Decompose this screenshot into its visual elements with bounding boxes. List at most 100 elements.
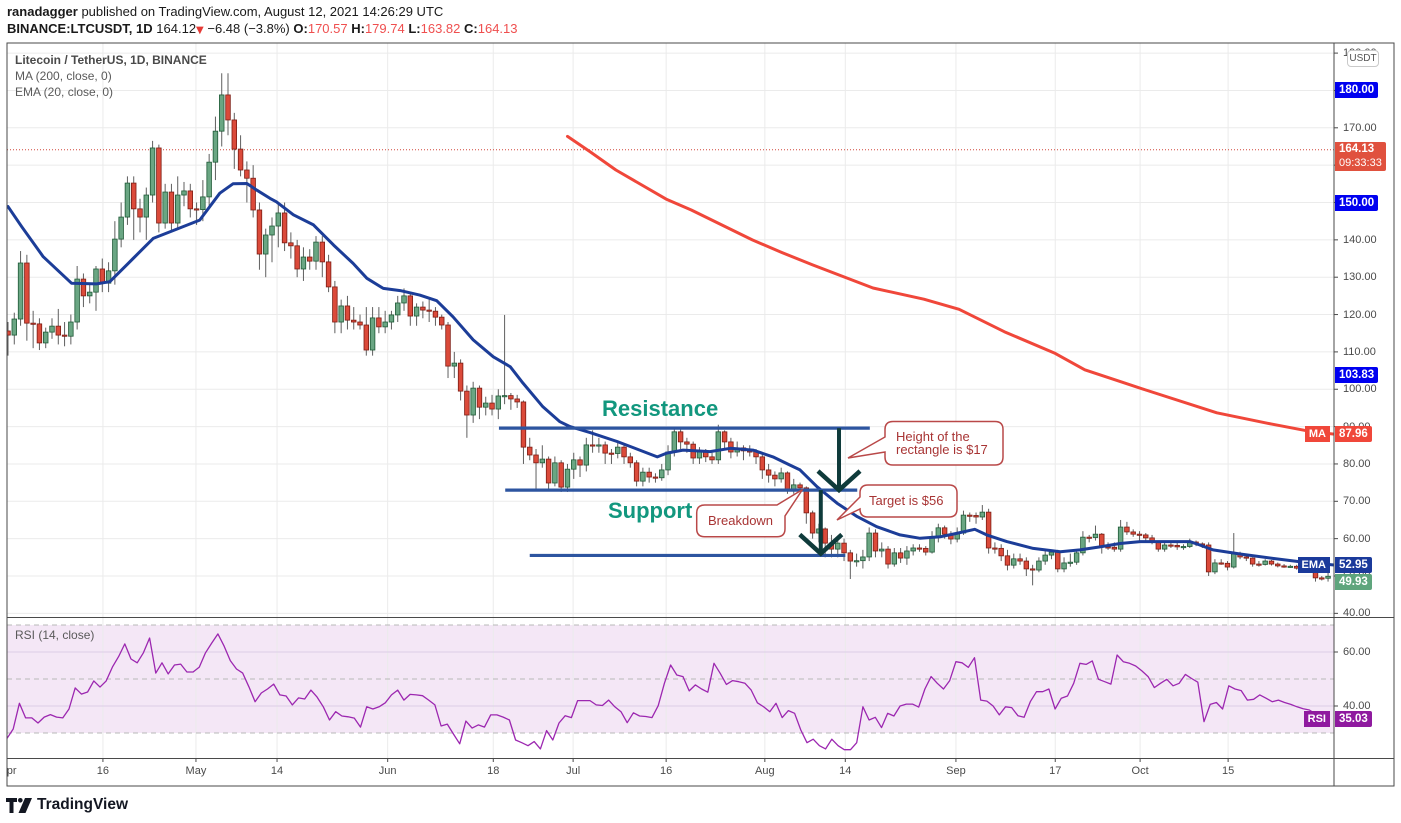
candle xyxy=(307,249,313,270)
candle xyxy=(206,153,212,207)
candle xyxy=(627,452,634,468)
candle xyxy=(99,258,105,293)
time-axis[interactable]: Apr 16 May 14 Jun 18 Jul 16 Aug 14 Sep 17 Oct 15 xyxy=(7,759,1334,786)
candle-body xyxy=(552,462,558,484)
price-marker-ema: 52.95 xyxy=(1335,556,1372,573)
candle-body xyxy=(1067,561,1074,564)
candle-body xyxy=(489,402,495,410)
currency-badge[interactable]: USDT xyxy=(1347,50,1379,67)
candle xyxy=(143,187,149,240)
candle-body xyxy=(464,390,470,416)
candle-body xyxy=(332,286,338,323)
tradingview-logo-icon xyxy=(6,797,32,813)
candle xyxy=(319,236,325,278)
time-axis-label: Oct xyxy=(1131,765,1149,777)
candle-body xyxy=(1092,533,1099,538)
candle-body xyxy=(319,241,325,263)
candle-body xyxy=(288,242,294,247)
candle-body xyxy=(237,148,244,171)
candle xyxy=(929,531,935,554)
candle-body xyxy=(24,262,30,324)
candle-body xyxy=(501,395,508,398)
candle-body xyxy=(1029,568,1036,571)
candle xyxy=(998,544,1004,562)
candle-body xyxy=(809,512,816,534)
candle xyxy=(853,553,860,567)
candle xyxy=(640,467,646,487)
candle-body xyxy=(1281,565,1287,568)
candle xyxy=(300,247,307,281)
price-axis-label: 60.00 xyxy=(1343,532,1371,545)
candle xyxy=(1130,529,1136,537)
candle-body xyxy=(998,547,1004,557)
candle xyxy=(1249,557,1256,567)
candle xyxy=(967,512,973,522)
open-value: 170.57 xyxy=(307,21,348,36)
candle xyxy=(715,424,722,464)
candle xyxy=(1256,561,1262,567)
ma200-line xyxy=(566,134,1334,436)
candle-body xyxy=(457,362,464,392)
candle-body xyxy=(1224,562,1231,568)
candle-body xyxy=(344,305,351,321)
rsi-background xyxy=(7,625,1334,733)
candle xyxy=(872,529,879,558)
candle-body xyxy=(300,256,307,270)
candle xyxy=(426,299,432,323)
candle xyxy=(464,385,470,438)
candle-body xyxy=(369,317,376,351)
candle xyxy=(281,202,288,252)
candle-body xyxy=(281,212,288,244)
candle xyxy=(30,310,36,349)
candle-body xyxy=(131,182,137,210)
candle-body xyxy=(256,209,263,255)
high-value: 179.74 xyxy=(364,21,405,36)
rsi-legend[interactable]: RSI (14, close) xyxy=(15,628,95,642)
candle-body xyxy=(973,515,979,518)
candle-body xyxy=(633,462,640,482)
candle xyxy=(1218,559,1224,565)
candle xyxy=(633,460,640,487)
candle-body xyxy=(1124,526,1130,533)
candle xyxy=(338,299,344,334)
low-label: L: xyxy=(408,21,421,36)
candle xyxy=(439,314,445,330)
candle xyxy=(149,140,156,203)
candle-body xyxy=(1268,560,1275,565)
candle-body xyxy=(219,94,225,132)
candle xyxy=(1287,564,1294,568)
candle xyxy=(1161,542,1168,552)
candle xyxy=(1281,564,1287,568)
candle xyxy=(841,538,847,562)
candle-body xyxy=(149,147,156,196)
ma-legend[interactable]: MA (200, close, 0) xyxy=(15,69,112,83)
price-axis-label: 170.00 xyxy=(1343,121,1377,134)
candle-body xyxy=(74,278,80,323)
candle xyxy=(860,549,866,569)
candle-body xyxy=(608,452,615,455)
candle-body xyxy=(866,532,872,558)
candle-body xyxy=(80,278,87,297)
candle-body xyxy=(879,548,885,552)
candle xyxy=(357,314,363,330)
candle xyxy=(1099,533,1105,554)
candle-body xyxy=(156,147,162,224)
candle-body xyxy=(162,191,168,224)
price-axis-label: 40.00 xyxy=(1343,607,1371,620)
candle-body xyxy=(17,262,24,320)
candle-body xyxy=(1117,526,1124,550)
candle xyxy=(332,280,338,334)
candle-body xyxy=(181,190,187,196)
marker-value: 87.96 xyxy=(1339,428,1368,441)
candle-body xyxy=(112,238,118,272)
candle-body xyxy=(1061,562,1067,570)
candle xyxy=(376,307,382,334)
time-axis-label: 16 xyxy=(96,765,110,777)
candle-body xyxy=(250,177,256,211)
candle-body xyxy=(445,324,451,367)
candle xyxy=(501,314,508,405)
candle xyxy=(558,460,564,492)
ema-legend[interactable]: EMA (20, close, 0) xyxy=(15,85,114,99)
candle-body xyxy=(363,324,370,351)
